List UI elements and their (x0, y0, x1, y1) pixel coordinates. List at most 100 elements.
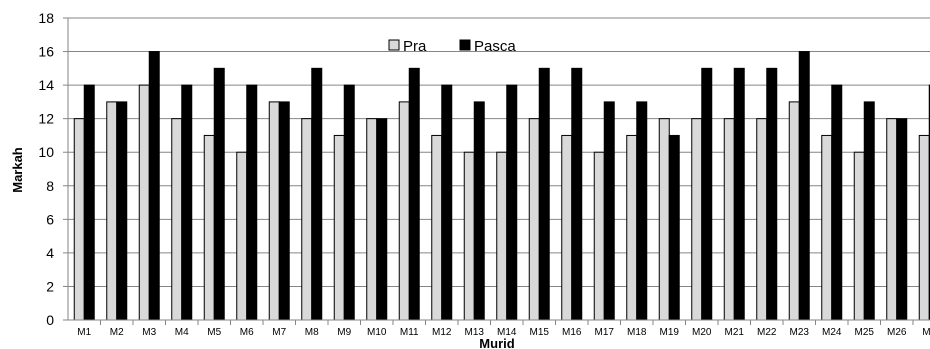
bar-pasca-m12 (441, 84, 453, 321)
legend-swatch-pra (388, 39, 400, 51)
bar-pasca-m19 (668, 134, 680, 321)
bar-pra-m25 (853, 151, 865, 321)
bar-pra-m26 (886, 118, 898, 321)
bar-pra-m19 (658, 118, 670, 321)
axes (67, 18, 930, 321)
x-tick-label: M26 (887, 327, 907, 338)
x-tick-label: M4 (175, 327, 189, 338)
bar-pra-m21 (723, 118, 735, 321)
y-tick-label: 4 (46, 245, 54, 261)
bar-pasca-m13 (473, 101, 485, 321)
x-tick-label: M19 (660, 327, 680, 338)
y-tick-label: 0 (46, 312, 54, 328)
bar-pra-m15 (528, 118, 540, 321)
x-tick-label: M11 (400, 327, 419, 338)
bar-pasca-m8 (311, 67, 323, 321)
y-tick-label: 18 (38, 10, 54, 26)
x-tick-label: M12 (432, 327, 452, 338)
x-tick-label: M10 (367, 327, 387, 338)
x-tick-labels: M1 M2 M3 M4 M5 M6 M7 M8 M9 M10 M11 M12 M13 M14 M15 M16 M… (77, 327, 930, 338)
bar-pasca-m22 (766, 67, 778, 321)
x-tick-label: M2 (922, 327, 930, 338)
bar-pra-m22 (756, 118, 768, 321)
bar-pasca-m20 (701, 67, 713, 321)
x-tick-label: M15 (530, 327, 550, 338)
bar-pra-m8 (301, 118, 313, 321)
x-tick-label: M17 (595, 327, 615, 338)
bar-pasca-m14 (506, 84, 518, 321)
bar-pasca-m4 (181, 84, 193, 321)
bar-pasca-m21 (733, 67, 745, 321)
bar-pasca-m18 (636, 101, 648, 321)
x-tick-label: M13 (465, 327, 485, 338)
x-tick-label: M25 (855, 327, 875, 338)
x-tick-label: M20 (692, 327, 712, 338)
x-tick-label: M18 (627, 327, 647, 338)
x-tick-label: M6 (240, 327, 254, 338)
bar-pra-m12 (431, 134, 443, 321)
bar-pra-m7 (268, 101, 280, 321)
bar-pasca-m26 (896, 118, 908, 321)
bar-pasca-m9 (343, 84, 355, 321)
bar-pasca-m25 (863, 101, 875, 321)
bar-pra-m9 (333, 134, 345, 321)
x-tick-label: M5 (207, 327, 221, 338)
y-tick-label: 8 (46, 178, 54, 194)
y-tick-label: 14 (38, 77, 54, 93)
y-axis-title: Markah (10, 147, 25, 193)
bar-pasca-m15 (538, 67, 550, 321)
legend-label-pasca: Pasca (474, 38, 516, 55)
bar-pra-m18 (626, 134, 638, 321)
x-tick-label: M1 (77, 327, 91, 338)
bars (73, 51, 930, 321)
x-tick-label: M9 (337, 327, 351, 338)
bar-pra-m24 (821, 134, 833, 321)
bar-pasca-m6 (246, 84, 258, 321)
bar-pra-m17 (593, 151, 605, 321)
bar-pasca-m3 (148, 51, 160, 321)
bar-pra-m2 (918, 134, 930, 321)
x-tick-label: M21 (725, 327, 745, 338)
legend-label-pra: Pra (403, 38, 427, 55)
bar-pasca-m10 (376, 118, 388, 321)
bar-pra-m1 (73, 118, 85, 321)
bar-pra-m2 (106, 101, 118, 321)
x-tick-label: M16 (562, 327, 582, 338)
y-tick-labels: 0 2 4 6 8 10 12 14 16 18 (38, 10, 54, 328)
y-tick-label: 12 (38, 111, 54, 127)
bar-pra-m20 (691, 118, 703, 321)
bar-pasca-m17 (603, 101, 615, 321)
y-tick-label: 16 (38, 44, 54, 60)
x-tick-label: M24 (822, 327, 842, 338)
bar-pasca-m2 (116, 101, 128, 321)
bar-pra-m4 (171, 118, 183, 321)
bar-pra-m16 (561, 134, 573, 321)
bar-pasca-m23 (798, 51, 810, 321)
bar-pra-m13 (463, 151, 475, 321)
bar-pasca-m1 (83, 84, 95, 321)
bar-pra-m3 (138, 84, 150, 321)
legend-swatch-pasca (459, 39, 471, 51)
bar-pra-m23 (788, 101, 800, 321)
bar-pra-m5 (203, 134, 215, 321)
x-tick-label: M7 (272, 327, 286, 338)
y-tick-label: 2 (46, 278, 54, 294)
bar-pasca-m5 (213, 67, 225, 321)
bar-pasca-m11 (408, 67, 420, 321)
bar-pasca-m24 (831, 84, 843, 321)
bar-pra-m6 (236, 151, 248, 321)
x-tick-label: M2 (110, 327, 124, 338)
x-tick-label: M14 (497, 327, 517, 338)
x-tick-label: M22 (757, 327, 777, 338)
x-axis-title: Murid (479, 336, 514, 349)
x-tick-label: M3 (142, 327, 156, 338)
bar-pra-m10 (366, 118, 378, 321)
bar-pra-m11 (398, 101, 410, 321)
y-tick-label: 10 (38, 144, 54, 160)
bar-pra-m14 (496, 151, 508, 321)
bar-pasca-m16 (571, 67, 583, 321)
x-tick-label: M23 (790, 327, 810, 338)
y-tick-label: 6 (46, 211, 54, 227)
bar-pasca-m7 (278, 101, 290, 321)
